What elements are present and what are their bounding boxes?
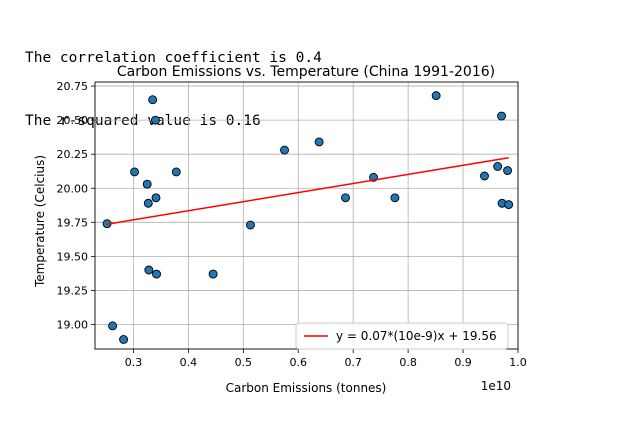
data-point	[246, 220, 255, 230]
data-point	[504, 200, 514, 210]
x-tick-label: 0.7	[344, 356, 362, 369]
data-point	[119, 335, 129, 344]
y-tick-label: 20.25	[57, 148, 89, 161]
x-tick-label: 1.0	[509, 356, 527, 369]
r-squared-text: The r-squared value is 0.16	[25, 113, 261, 129]
correlation-text: The correlation coefficient is 0.4	[25, 50, 322, 66]
data-point	[142, 179, 152, 189]
chart-title: Carbon Emissions vs. Temperature (China …	[117, 64, 495, 80]
data-point	[497, 111, 506, 121]
data-point	[280, 145, 289, 155]
x-axis-ticks: 0.3 0.4 0.5 0.6 0.7 0.8 0.9 1.0	[125, 349, 527, 369]
x-axis-offset-label: 1e10	[481, 379, 511, 393]
data-point	[108, 321, 118, 331]
y-axis-ticks: 19.00 19.25 19.50 19.75 20.00 20.25 20.50 20.75	[57, 80, 95, 331]
data-point	[148, 95, 158, 105]
y-tick-label: 20.50	[57, 114, 89, 127]
x-tick-label: 0.3	[125, 356, 143, 369]
y-axis-label: Temperature (Celcius)	[33, 155, 47, 288]
data-point	[152, 269, 161, 279]
data-point	[143, 198, 153, 208]
data-point	[150, 115, 160, 125]
x-tick-label: 0.8	[399, 356, 417, 369]
data-point	[314, 137, 324, 147]
data-point	[144, 265, 154, 275]
legend: y = 0.07*(10e-9)x + 19.56	[295, 322, 509, 350]
y-tick-label: 19.50	[57, 250, 89, 263]
data-point	[130, 167, 140, 177]
data-points	[102, 91, 514, 344]
data-point	[208, 269, 218, 279]
x-tick-label: 0.6	[290, 356, 308, 369]
legend-box	[295, 322, 509, 350]
data-point	[480, 171, 489, 181]
data-point	[151, 193, 161, 203]
regression-line-group	[106, 157, 509, 225]
x-tick-label: 0.4	[180, 356, 198, 369]
data-point	[431, 91, 441, 101]
x-tick-label: 0.5	[235, 356, 253, 369]
regression-line	[106, 157, 509, 225]
y-tick-label: 19.25	[57, 284, 89, 297]
data-point	[390, 193, 400, 203]
y-tick-label: 19.00	[57, 318, 89, 331]
y-tick-label: 19.75	[57, 216, 89, 229]
x-tick-label: 0.9	[454, 356, 472, 369]
y-tick-label: 20.00	[57, 182, 89, 195]
output-text: The correlation coefficient is 0.4 The r…	[25, 6, 322, 153]
x-axis-label: Carbon Emissions (tonnes)	[226, 381, 387, 395]
data-point	[341, 193, 350, 203]
data-point	[493, 162, 503, 171]
data-point	[503, 166, 513, 175]
data-point	[171, 167, 181, 177]
y-tick-label: 20.75	[57, 80, 89, 93]
legend-label: y = 0.07*(10e-9)x + 19.56	[336, 329, 497, 343]
